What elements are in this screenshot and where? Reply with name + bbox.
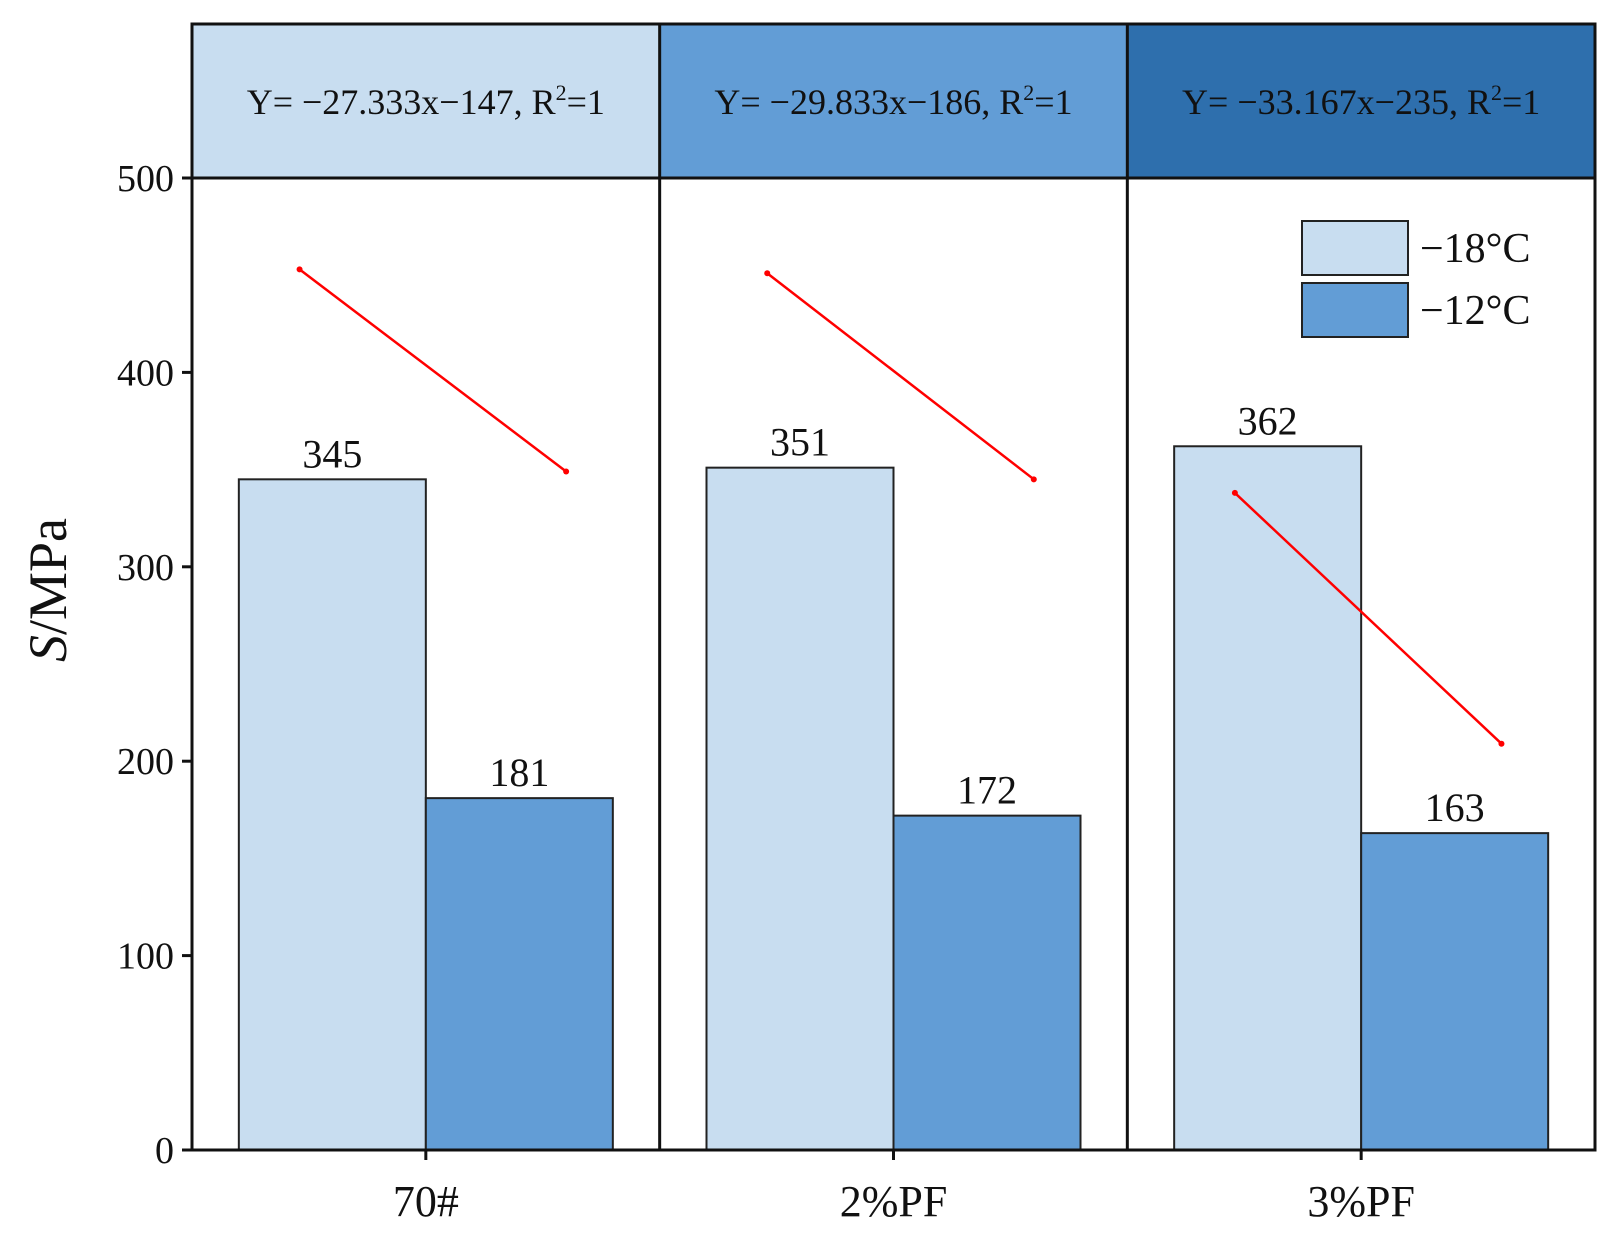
bars (237, 445, 1550, 1152)
value-label-70#-series-1: 345 (302, 431, 362, 476)
fit-line-1 (298, 268, 567, 473)
legend-swatch-1 (1301, 220, 1409, 276)
fit-point (1030, 476, 1037, 483)
fit-equation-tail: =1 (1034, 82, 1072, 122)
fit-equation-tail: =1 (567, 82, 605, 122)
fit-equation-superscript: 2 (556, 80, 567, 105)
value-label-2%PF-series-2: 172 (957, 768, 1017, 813)
legend: −18°C −12°C (1301, 220, 1531, 338)
bar-2%PF-series-2 (892, 814, 1082, 1152)
y-tick-label: 300 (117, 547, 174, 589)
legend-label-2: −12°C (1420, 288, 1531, 334)
value-label-3%PF-series-2: 163 (1425, 785, 1485, 830)
value-label-3%PF-series-1: 362 (1238, 398, 1298, 443)
y-tick-label: 100 (117, 936, 174, 978)
bar-2%PF-series-1 (705, 466, 895, 1151)
fit-equation-superscript: 2 (1023, 80, 1034, 105)
x-tick-label: 70# (393, 1177, 459, 1226)
y-tick-label: 400 (117, 352, 174, 394)
legend-swatch-2 (1301, 282, 1409, 338)
fit-point (563, 468, 570, 475)
panel-header-2 (659, 24, 1128, 178)
y-tick-label: 200 (117, 741, 174, 783)
y-tick-label: 500 (117, 158, 174, 200)
fit-point (1498, 740, 1505, 747)
fit-equation-2: Y= −29.833x−186, R2=1 (714, 80, 1072, 122)
x-axis: 70# 2%PF 3%PF (393, 1150, 1415, 1226)
fit-point (296, 266, 303, 273)
panel-headers: Y= −27.333x−147, R2=1 Y= −29.833x−186, R2… (192, 24, 1595, 178)
fit-point (1231, 489, 1238, 496)
fit-equation-text: Y= −27.333x−147, R (247, 82, 556, 122)
x-tick-label: 3%PF (1307, 1177, 1415, 1226)
bar-3%PF-series-2 (1360, 832, 1550, 1151)
fit-equation-superscript: 2 (1491, 80, 1502, 105)
y-axis-title: S/MPa (18, 518, 78, 662)
value-labels: 345 181 351 172 362 163 (302, 398, 1484, 830)
fit-line-2 (766, 272, 1035, 481)
fit-line-3 (1234, 492, 1503, 745)
bar-3%PF-series-1 (1173, 445, 1363, 1152)
y-axis-title-unit: /MPa (18, 518, 78, 635)
fit-equation-text: Y= −29.833x−186, R (714, 82, 1023, 122)
fit-equation-tail: =1 (1502, 82, 1540, 122)
x-tick-label: 2%PF (840, 1177, 948, 1226)
fit-equation-3: Y= −33.167x−235, R2=1 (1182, 80, 1540, 122)
fit-equation-text: Y= −33.167x−235, R (1182, 82, 1491, 122)
value-label-2%PF-series-1: 351 (770, 420, 830, 465)
bar-70#-series-1 (237, 478, 427, 1151)
panel-header-3 (1127, 24, 1595, 178)
y-tick-label: 0 (155, 1130, 174, 1172)
bar-70#-series-2 (424, 797, 614, 1151)
y-axis: 0 100 200 300 400 500 (117, 158, 192, 1172)
value-label-70#-series-2: 181 (489, 750, 549, 795)
y-axis-title-symbol: S (18, 635, 78, 662)
fit-lines (296, 266, 1505, 747)
fit-equation-1: Y= −27.333x−147, R2=1 (247, 80, 605, 122)
fit-point (764, 270, 771, 277)
panel-header-1 (192, 24, 660, 178)
legend-label-1: −18°C (1420, 226, 1531, 272)
